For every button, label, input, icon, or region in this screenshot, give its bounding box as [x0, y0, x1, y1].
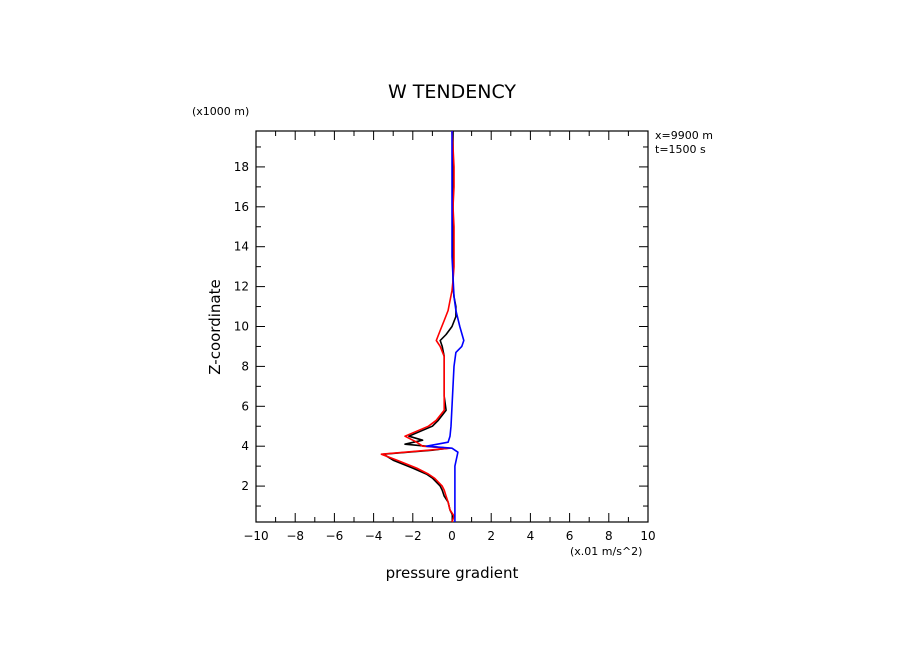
y-tick-label: 18	[234, 160, 249, 174]
y-tick-label: 12	[234, 280, 249, 294]
y-axis-label: Z-coordinate	[206, 279, 224, 374]
info-line-x: x=9900 m	[655, 129, 713, 142]
x-tick-label: 0	[448, 529, 456, 543]
series-line-1	[382, 131, 457, 523]
x-tick-label: −10	[243, 529, 268, 543]
series-line-2	[380, 130, 455, 523]
x-tick-label: −4	[365, 529, 383, 543]
x-tick-label: 10	[640, 529, 655, 543]
x-tick-label: −6	[326, 529, 344, 543]
x-unit-label: (x.01 m/s^2)	[570, 545, 642, 558]
y-tick-label: 16	[234, 200, 249, 214]
x-tick-label: 4	[527, 529, 535, 543]
x-tick-label: 6	[566, 529, 574, 543]
x-axis-label: pressure gradient	[386, 564, 519, 582]
x-tick-label: 8	[605, 529, 613, 543]
info-line-t: t=1500 s	[655, 143, 706, 156]
y-unit-label: (x1000 m)	[192, 105, 249, 118]
y-tick-label: 2	[241, 479, 249, 493]
y-tick-label: 8	[241, 359, 249, 373]
x-tick-label: −8	[286, 529, 304, 543]
series-group	[380, 130, 465, 523]
series-line-3	[425, 131, 465, 522]
y-tick-label: 4	[241, 439, 249, 453]
y-tick-label: 14	[234, 240, 249, 254]
y-tick-label: 10	[234, 320, 249, 334]
y-tick-label: 6	[241, 399, 249, 413]
x-tick-label: 2	[487, 529, 495, 543]
x-tick-label: −2	[404, 529, 422, 543]
chart-title: W TENDENCY	[388, 81, 516, 103]
